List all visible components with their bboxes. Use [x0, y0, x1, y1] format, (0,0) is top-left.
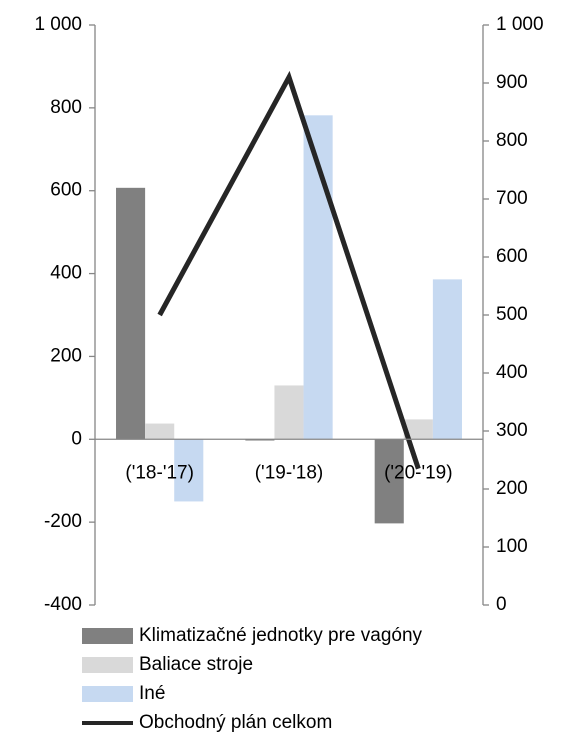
y2-tick-label: 1 000 [496, 14, 544, 35]
y-tick-label: -400 [44, 594, 82, 615]
bar [145, 423, 175, 440]
legend-swatch [82, 628, 133, 644]
y2-tick-label: 0 [496, 594, 507, 615]
bar [374, 439, 404, 524]
y2-tick-label: 600 [496, 246, 528, 267]
y2-tick-label: 700 [496, 188, 528, 209]
bar [274, 385, 304, 440]
legend-label: Klimatizačné jednotky pre vagóny [139, 625, 423, 646]
legend-swatch [82, 686, 133, 702]
y-tick-label: 600 [50, 180, 82, 201]
y-tick-label: -200 [44, 511, 82, 532]
y2-tick-label: 800 [496, 130, 528, 151]
x-tick-label: ('19-'18) [255, 462, 324, 483]
legend-label: Obchodný plán celkom [139, 712, 332, 733]
bar [403, 419, 433, 440]
legend-label: Iné [139, 683, 165, 704]
y-tick-label: 800 [50, 97, 82, 118]
y2-tick-label: 100 [496, 536, 528, 557]
y-tick-label: 400 [50, 263, 82, 284]
bar [116, 187, 146, 440]
x-tick-label: ('18-'17) [125, 462, 194, 483]
bar [432, 279, 462, 440]
y2-tick-label: 500 [496, 304, 528, 325]
x-tick-label: ('20-'19) [384, 462, 453, 483]
y-tick-label: 1 000 [34, 14, 82, 35]
y2-tick-label: 900 [496, 72, 528, 93]
line [157, 70, 421, 470]
y-tick-label: 200 [50, 345, 82, 366]
legend-label: Baliace stroje [139, 654, 253, 675]
legend-swatch [82, 657, 133, 673]
y2-tick-label: 400 [496, 362, 528, 383]
y2-tick-label: 300 [496, 420, 528, 441]
y-tick-label: 0 [71, 428, 82, 449]
bar [174, 439, 204, 502]
y2-tick-label: 200 [496, 478, 528, 499]
